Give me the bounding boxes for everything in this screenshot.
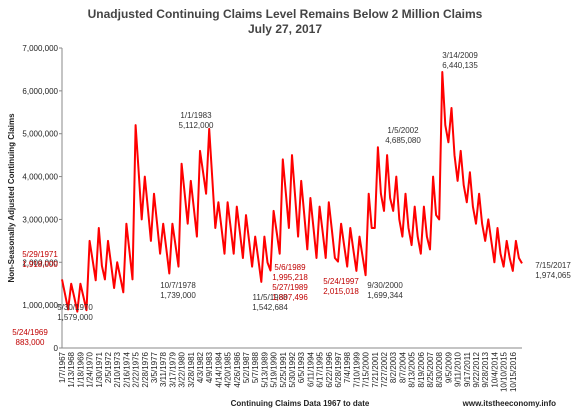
x-tick-label: 4/9/1983 xyxy=(205,351,214,383)
x-tick-label: 9/11/2010 xyxy=(454,351,463,387)
annotation-date: 5/6/1989 xyxy=(274,263,306,272)
annotation-label: 5,112,000 xyxy=(179,121,215,130)
x-tick-label: 6/28/1997 xyxy=(334,351,343,387)
x-tick-label: 10/4/2014 xyxy=(490,351,499,387)
annotation-label: 1,579,000 xyxy=(57,313,93,322)
x-tick-label: 1/13/1968 xyxy=(67,351,76,387)
annotation-label: 1,918,000 xyxy=(22,260,58,269)
x-tick-label: 2/22/1975 xyxy=(132,351,141,387)
x-tick-label: 5/30/1992 xyxy=(288,351,297,387)
x-tick-label: 5/2/1987 xyxy=(242,351,251,383)
x-tick-label: 10/15/2016 xyxy=(509,351,518,392)
x-tick-label: 3/17/1979 xyxy=(168,351,177,387)
annotation-label: 1,699,344 xyxy=(367,291,403,300)
annotation-label: 883,000 xyxy=(16,338,45,347)
annotation-date: 5/30/1970 xyxy=(57,303,93,312)
y-tick-label: 2,000,000 xyxy=(22,258,58,267)
x-tick-label: 1/18/1969 xyxy=(76,351,85,387)
y-tick-label: 7,000,000 xyxy=(22,44,58,53)
x-tick-label: 7/10/1999 xyxy=(352,351,361,387)
annotation-label: 6,440,135 xyxy=(442,61,478,70)
x-tick-label: 1/30/1971 xyxy=(95,351,104,387)
x-tick-label: 5/25/1991 xyxy=(279,351,288,387)
annotation-date: 3/14/2009 xyxy=(442,51,478,60)
annotation-date: 1/1/1983 xyxy=(180,111,212,120)
y-tick-label: 3,000,000 xyxy=(22,215,58,224)
annotation-date: 7/15/2017 xyxy=(535,261,571,270)
x-tick-label: 8/19/2006 xyxy=(417,351,426,387)
x-tick-label: 5/13/1989 xyxy=(260,351,269,387)
x-tick-label: 4/14/1984 xyxy=(214,351,223,387)
source: www.itstheeconomy.info xyxy=(462,399,556,408)
x-tick-label: 3/5/1977 xyxy=(150,351,159,383)
chart-subtitle: July 27, 2017 xyxy=(248,22,322,36)
annotation-label: 1,995,218 xyxy=(272,273,308,282)
y-tick-label: 5,000,000 xyxy=(22,130,58,139)
x-tick-label: 8/7/2004 xyxy=(398,351,407,383)
x-tick-label: 9/5/2009 xyxy=(444,351,453,383)
x-tick-label: 2/28/1976 xyxy=(141,351,150,387)
x-tick-label: 2/5/1972 xyxy=(104,351,113,383)
y-axis-title: Non-Seasonally Adjusted Continuing Claim… xyxy=(7,113,16,283)
annotation-label: 1,974,065 xyxy=(535,271,571,280)
annotation-label: 1,542,684 xyxy=(252,303,288,312)
x-tick-label: 2/10/1973 xyxy=(113,351,122,387)
annotation-date: 1/5/2002 xyxy=(387,126,419,135)
x-tick-label: 9/22/2012 xyxy=(472,351,481,387)
x-tick-label: 5/19/1990 xyxy=(270,351,279,387)
x-tick-label: 3/28/1981 xyxy=(187,351,196,387)
annotation-label: 1,807,496 xyxy=(272,293,308,302)
annotation-label: 4,685,080 xyxy=(385,136,421,145)
annotation-date: 5/29/1971 xyxy=(22,250,58,259)
annotation-date: 9/30/2000 xyxy=(367,281,403,290)
x-tick-label: 9/28/2013 xyxy=(481,351,490,387)
annotation-date: 10/7/1978 xyxy=(160,281,196,290)
x-tick-label: 4/26/1986 xyxy=(233,351,242,387)
x-tick-label: 8/13/2005 xyxy=(408,351,417,387)
x-tick-label: 6/5/1993 xyxy=(297,351,306,383)
y-tick-label: 6,000,000 xyxy=(22,87,58,96)
x-tick-label: 8/30/2008 xyxy=(435,351,444,387)
y-tick-label: 1,000,000 xyxy=(22,301,58,310)
annotation-label: 1,739,000 xyxy=(160,291,196,300)
x-tick-label: 6/17/1995 xyxy=(316,351,325,387)
x-tick-label: 7/4/1998 xyxy=(343,351,352,383)
annotation-date: 5/27/1989 xyxy=(272,283,308,292)
x-tick-label: 8/2/2003 xyxy=(389,351,398,383)
x-tick-label: 2/16/1974 xyxy=(122,351,131,387)
x-tick-label: 7/27/2002 xyxy=(380,351,389,387)
data-line xyxy=(61,71,523,313)
annotation-date: 5/24/1997 xyxy=(323,277,359,286)
x-tick-label: 6/11/1994 xyxy=(306,351,315,387)
annotation-date: 11/5/1988 xyxy=(253,293,289,302)
x-tick-label: 7/21/2001 xyxy=(371,351,380,387)
x-axis-title: Continuing Claims Data 1967 to date xyxy=(231,399,370,408)
x-tick-label: 9/17/2011 xyxy=(463,351,472,387)
x-tick-label: 3/11/1978 xyxy=(159,351,168,387)
x-tick-label: 5/7/1988 xyxy=(251,351,260,383)
x-tick-label: 1/24/1970 xyxy=(86,351,95,387)
y-tick-label: 0 xyxy=(54,344,59,353)
chart-title: Unadjusted Continuing Claims Level Remai… xyxy=(88,7,483,21)
annotation-date: 5/24/1969 xyxy=(12,328,48,337)
x-tick-label: 7/15/2000 xyxy=(362,351,371,387)
x-tick-label: 4/20/1985 xyxy=(224,351,233,387)
x-tick-label: 1/7/1967 xyxy=(58,351,67,383)
x-tick-label: 3/22/1980 xyxy=(178,351,187,387)
x-tick-label: 10/10/2015 xyxy=(500,351,509,392)
x-tick-label: 4/3/1982 xyxy=(196,351,205,383)
y-tick-label: 4,000,000 xyxy=(22,173,58,182)
x-tick-label: 6/22/1996 xyxy=(325,351,334,387)
annotation-label: 2,015,018 xyxy=(323,287,359,296)
x-tick-label: 8/25/2007 xyxy=(426,351,435,387)
